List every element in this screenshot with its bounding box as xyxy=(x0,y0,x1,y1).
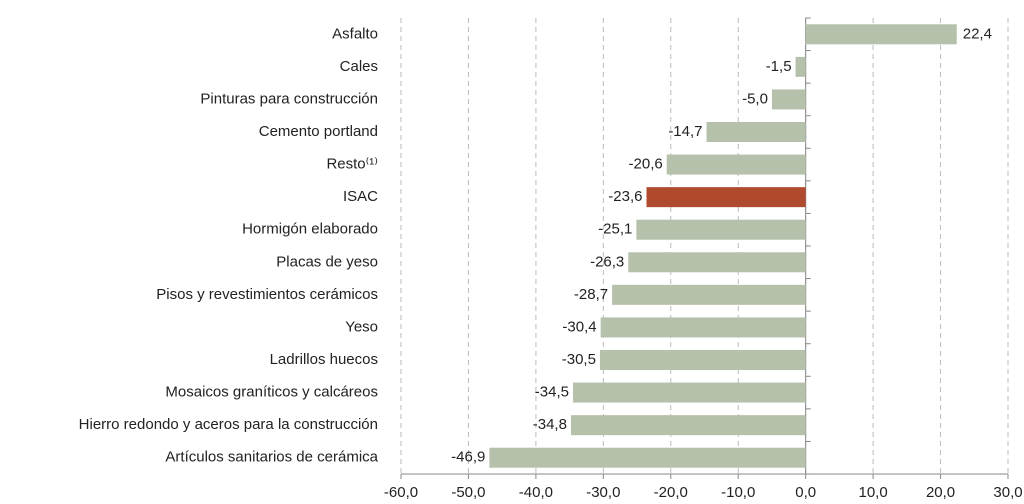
category-label: Mosaicos graníticos y calcáreos xyxy=(165,384,378,401)
data-label: -25,1 xyxy=(598,221,632,238)
bar xyxy=(599,350,806,370)
category-label: Artículos sanitarios de cerámica xyxy=(165,449,378,466)
x-tick-label: -40,0 xyxy=(519,484,553,501)
bar xyxy=(771,89,806,110)
x-tick-label: -30,0 xyxy=(586,484,620,501)
data-label: -5,0 xyxy=(742,90,768,107)
category-label: Asfalto xyxy=(332,25,378,42)
category-label: Placas de yeso xyxy=(276,253,378,270)
bar xyxy=(706,122,806,142)
data-label: -30,4 xyxy=(562,318,596,335)
bar xyxy=(600,317,806,338)
data-label: -14,7 xyxy=(668,123,702,140)
category-label: Cales xyxy=(340,58,378,75)
x-tick-label: -60,0 xyxy=(384,484,418,501)
bar xyxy=(795,56,806,77)
data-label: -20,6 xyxy=(629,156,663,173)
data-label: -1,5 xyxy=(766,58,792,75)
bar xyxy=(636,219,806,240)
x-tick-label: -10,0 xyxy=(721,484,755,501)
bar xyxy=(628,252,806,273)
category-label: Pinturas para construcción xyxy=(200,90,378,107)
category-label: Resto⁽¹⁾ xyxy=(326,156,378,173)
category-label: Ladrillos huecos xyxy=(270,351,378,368)
bar xyxy=(570,415,806,436)
bar xyxy=(666,154,806,175)
category-label: Pisos y revestimientos cerámicos xyxy=(156,286,378,303)
x-tick-label: 10,0 xyxy=(859,484,888,501)
category-label: Cemento portland xyxy=(259,123,378,140)
data-label: -34,8 xyxy=(533,416,567,433)
x-tick-label: 0,0 xyxy=(795,484,816,501)
x-tick-label: -20,0 xyxy=(654,484,688,501)
bar xyxy=(612,284,806,305)
category-label: Yeso xyxy=(345,318,378,335)
bar xyxy=(805,24,957,45)
data-label: -28,7 xyxy=(574,286,608,303)
data-label: -34,5 xyxy=(535,384,569,401)
category-label: ISAC xyxy=(343,188,378,205)
x-tick-label: 30,0 xyxy=(993,484,1022,501)
bar xyxy=(646,187,806,208)
bar xyxy=(572,382,806,403)
data-label: -23,6 xyxy=(608,188,642,205)
data-label: -46,9 xyxy=(451,449,485,466)
category-label: Hierro redondo y aceros para la construc… xyxy=(79,416,378,433)
bar xyxy=(489,447,806,468)
category-label: Hormigón elaborado xyxy=(242,221,378,238)
x-tick-label: 20,0 xyxy=(926,484,955,501)
data-label: 22,4 xyxy=(963,25,992,42)
data-label: -26,3 xyxy=(590,253,624,270)
x-tick-label: -50,0 xyxy=(451,484,485,501)
data-label: -30,5 xyxy=(562,351,596,368)
